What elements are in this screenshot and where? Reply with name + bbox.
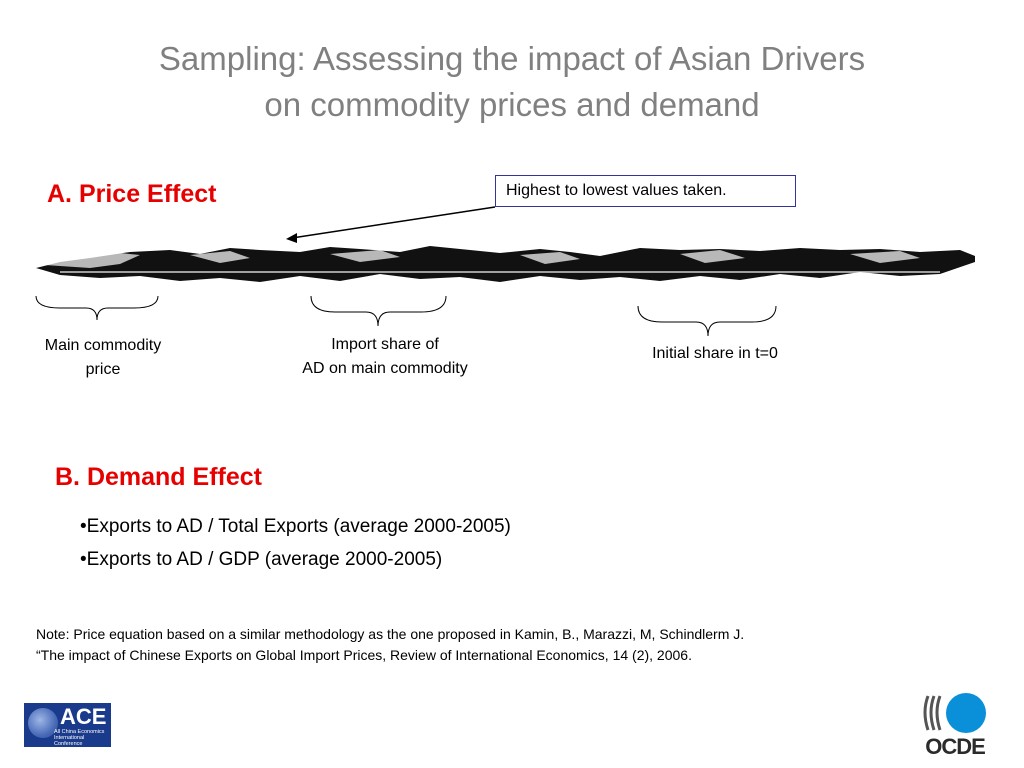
ocde-logo: OCDE xyxy=(920,690,990,759)
label-initial-share: Initial share in t=0 xyxy=(652,345,778,362)
slide-title-line-2: on commodity prices and demand xyxy=(264,86,760,123)
slide-title: Sampling: Assessing the impact of Asian … xyxy=(40,36,984,128)
callout-box: Highest to lowest values taken. xyxy=(495,175,796,207)
label-main-commodity-line-1: Main commodity xyxy=(44,337,162,354)
label-import-share: Import share of AD on main commodity xyxy=(270,333,500,381)
ace-logo-subtitle-line-2: International Conference xyxy=(54,735,85,747)
ace-logo-word: ACE xyxy=(60,704,107,729)
footnote-line-1: Note: Price equation based on a similar … xyxy=(36,626,745,642)
globe-icon xyxy=(28,708,58,738)
callout-arrowhead xyxy=(286,233,297,243)
demand-bullet-list: •Exports to AD / Total Exports (average … xyxy=(80,510,511,576)
ocde-logo-word: OCDE xyxy=(925,734,986,759)
footnote-line-2: “The impact of Chinese Exports on Global… xyxy=(36,647,692,663)
label-main-commodity-line-2: price xyxy=(85,361,121,378)
label-main-commodity-price: Main commodity price xyxy=(18,334,188,382)
ace-logo: ACE All China Economics International Co… xyxy=(24,703,111,747)
ace-logo-subtitle: All China Economics International Confer… xyxy=(54,729,110,747)
demand-bullet-item: •Exports to AD / Total Exports (average … xyxy=(80,516,511,537)
brace-initial-share xyxy=(637,305,777,337)
slide-title-line-1: Sampling: Assessing the impact of Asian … xyxy=(158,40,866,77)
equation-garbled-image xyxy=(36,246,975,282)
ace-logo-subtitle-line-1: All China Economics xyxy=(54,729,105,735)
demand-effect-heading: B. Demand Effect xyxy=(55,463,262,491)
footnote: Note: Price equation based on a similar … xyxy=(36,624,996,666)
price-effect-heading: A. Price Effect xyxy=(47,180,217,208)
brace-main-commodity xyxy=(35,295,159,321)
label-import-share-line-2: AD on main commodity xyxy=(302,360,468,377)
brace-import-share xyxy=(310,295,447,327)
label-import-share-line-1: Import share of xyxy=(331,336,439,353)
callout-arrow xyxy=(291,206,496,239)
demand-bullet-item: •Exports to AD / GDP (average 2000-2005) xyxy=(80,549,443,570)
ocde-emblem-icon xyxy=(923,693,986,733)
